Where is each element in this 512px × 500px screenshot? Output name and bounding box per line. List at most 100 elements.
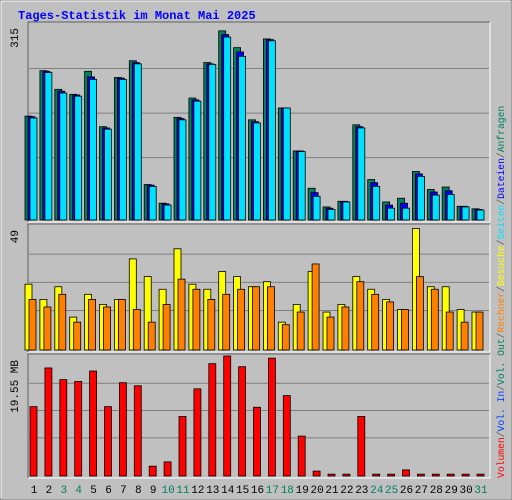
bar [89, 370, 97, 477]
legend: Volumen/Vol. In/Vol. Out/Rechner/Besuche… [496, 106, 507, 478]
bar [296, 311, 305, 351]
bar [267, 40, 276, 221]
bar [132, 309, 141, 351]
legend-entry: Volumen [496, 437, 507, 478]
bar [372, 473, 381, 477]
legend-entry: Anfragen [496, 106, 507, 153]
bar [237, 288, 246, 351]
bar [118, 298, 126, 351]
bar [446, 473, 455, 477]
legend-entry: Besuche [496, 245, 507, 286]
bar [223, 355, 232, 477]
bar [312, 470, 321, 477]
bar [341, 306, 350, 351]
bar [178, 416, 187, 477]
bar [104, 128, 112, 221]
bar [342, 201, 351, 221]
bar [356, 281, 365, 351]
bar [253, 122, 261, 221]
bar [29, 406, 38, 477]
x-tick-label: 1 [31, 485, 38, 497]
x-tick-label: 21 [325, 485, 339, 497]
bar [460, 321, 469, 351]
bar [74, 95, 83, 221]
bar [163, 461, 172, 477]
bar [58, 293, 67, 351]
x-tick-label: 3 [60, 485, 67, 497]
bar [401, 309, 409, 351]
bar [192, 288, 201, 351]
legend-separator: / [496, 152, 507, 158]
bar [223, 36, 232, 221]
bar [238, 366, 247, 477]
legend-entry: Dateien [496, 158, 507, 199]
bar [193, 388, 202, 477]
bar [208, 363, 217, 477]
x-tick-label: 15 [236, 485, 249, 497]
x-tick-label: 22 [340, 485, 353, 497]
bar [476, 209, 485, 221]
x-tick-label: 30 [459, 485, 472, 497]
x-tick-label: 13 [206, 485, 219, 497]
x-tick-label: 25 [385, 485, 398, 497]
bar [148, 465, 157, 477]
bar [372, 185, 381, 221]
x-tick-label: 17 [266, 485, 279, 497]
bar [43, 306, 52, 351]
bar [326, 316, 335, 351]
bar [88, 298, 96, 351]
bar [119, 78, 127, 221]
y-tick-label: 315 [10, 28, 22, 48]
x-tick-label: 4 [75, 485, 82, 497]
bar [445, 311, 454, 351]
bar [475, 311, 484, 351]
x-tick-label: 18 [281, 485, 294, 497]
bar [281, 324, 290, 351]
x-tick-label: 16 [251, 485, 264, 497]
panel-bevel [27, 353, 490, 478]
bar [44, 72, 53, 221]
x-tick-label: 2 [46, 485, 53, 497]
bar [89, 78, 97, 221]
chart-title: Tages-Statistik im Monat Mai 2025 [18, 9, 256, 23]
x-tick-label: 14 [221, 485, 235, 497]
bar [297, 435, 306, 477]
bar [312, 195, 321, 221]
bar [402, 469, 410, 477]
bar [208, 64, 217, 221]
bar [29, 117, 38, 221]
bar [311, 263, 320, 351]
bar [282, 107, 291, 221]
bar [59, 379, 68, 477]
bar [327, 209, 336, 221]
y-tick-label: 49 [10, 230, 22, 243]
legend-separator: / [496, 332, 507, 338]
x-tick-label: 20 [310, 485, 323, 497]
bar [327, 473, 336, 477]
bar [297, 151, 306, 221]
bar [415, 276, 424, 351]
x-tick-label: 24 [370, 485, 384, 497]
legend-separator: / [496, 385, 507, 391]
bar [371, 293, 380, 351]
bar [402, 207, 410, 221]
x-tick-label: 23 [355, 485, 368, 497]
bar [416, 176, 425, 221]
x-tick-label: 29 [445, 485, 458, 497]
x-tick-label: 10 [161, 485, 174, 497]
x-tick-label: 27 [415, 485, 428, 497]
bar [133, 63, 142, 221]
bar [387, 207, 396, 221]
bar [253, 406, 261, 477]
bar [178, 119, 187, 221]
x-tick-label: 12 [191, 485, 204, 497]
bar [222, 293, 231, 351]
legend-separator: / [496, 431, 507, 437]
bar [177, 278, 186, 351]
bar [446, 194, 455, 221]
bar [431, 473, 440, 477]
x-tick-label: 8 [135, 485, 142, 497]
legend-entry: Seiten [496, 205, 507, 240]
bar [342, 473, 351, 477]
bar [431, 194, 440, 221]
